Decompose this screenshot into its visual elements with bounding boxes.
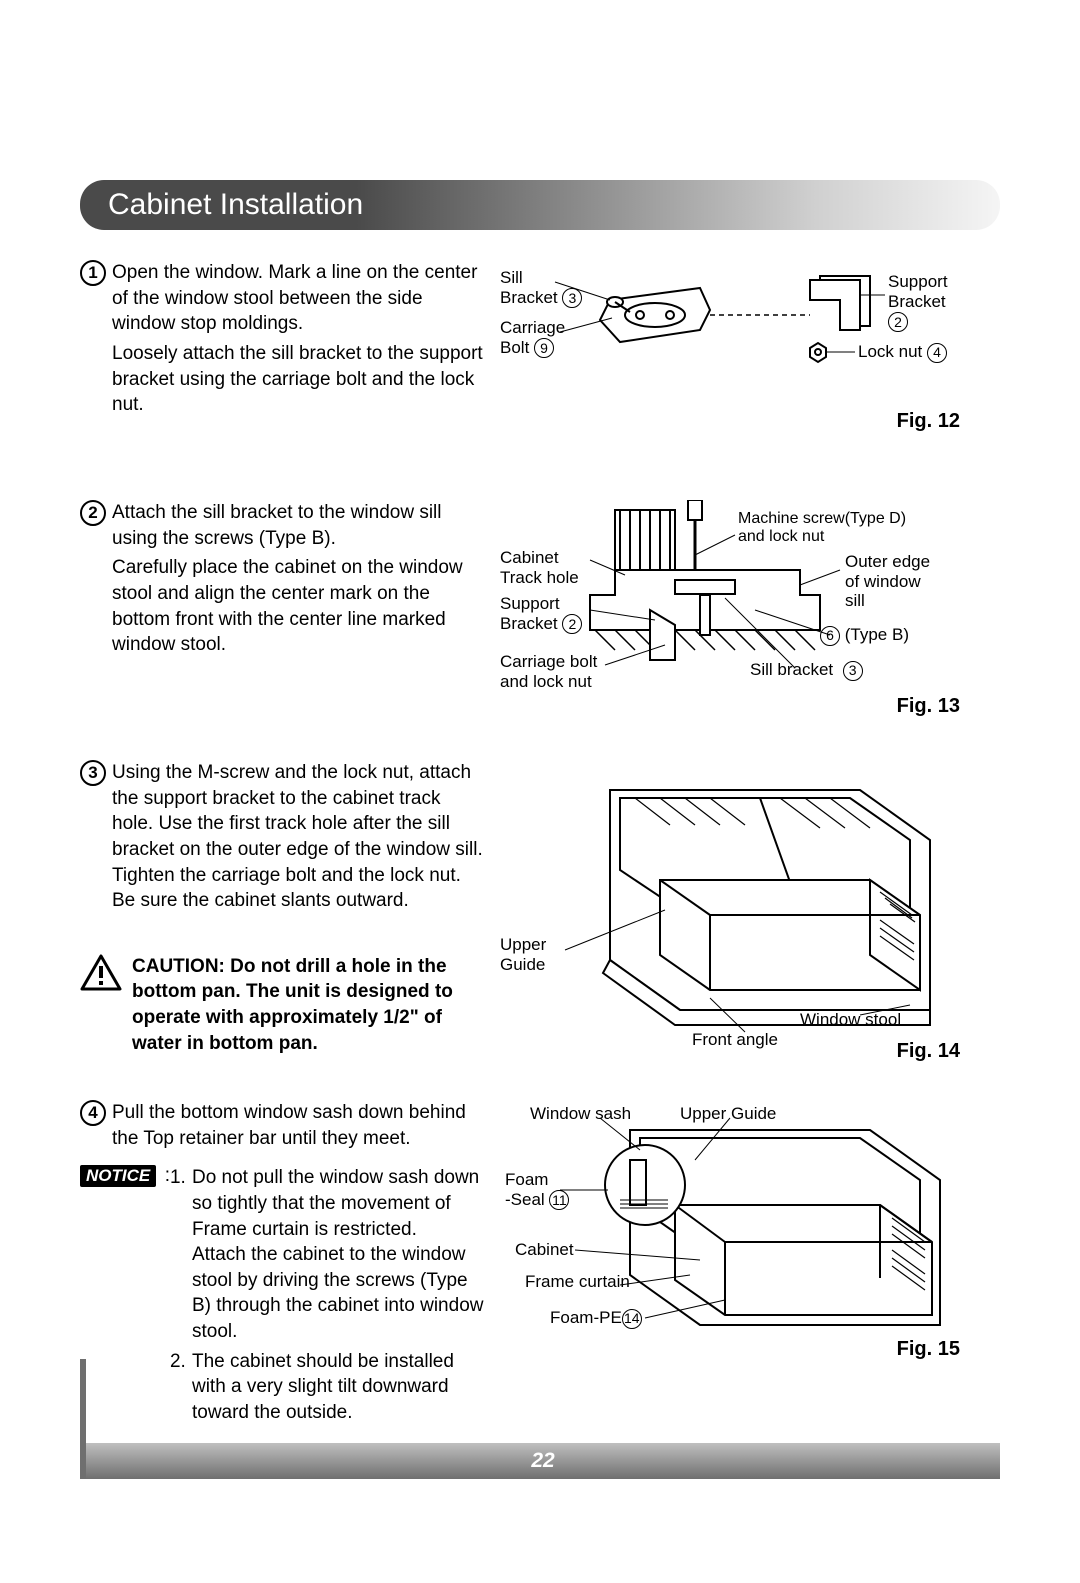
fig12-bolt9-num: 9 [534, 338, 554, 358]
notice-1-num: 1. [170, 1165, 192, 1344]
fig14-window-stool: Window stool [800, 1010, 901, 1030]
fig-15-diagram: Window sash Upper Guide Foam -Seal 11 Ca… [500, 1100, 960, 1360]
fig12-bracket2-text: Bracket [888, 292, 946, 311]
step-2-para-1: Attach the sill bracket to the window si… [112, 500, 485, 551]
fig13-type-b-num: 6 [820, 626, 840, 646]
section-header-bar: Cabinet Installation [80, 180, 1000, 230]
notice-2-num: 2. [170, 1349, 192, 1426]
page-number: 22 [531, 1449, 554, 1473]
notice-items: 1. Do not pull the window sash down so t… [170, 1165, 485, 1425]
step-2-row: 2 Attach the sill bracket to the window … [80, 500, 1000, 750]
fig12-label-sill: Sill Bracket 3 [500, 268, 582, 308]
notice-badge: NOTICE [80, 1165, 156, 1187]
fig15-foam-pe-text: Foam-PE [550, 1308, 622, 1327]
fig13-sill-bracket: Sill bracket 3 [750, 660, 863, 681]
fig-12-caption: Fig. 12 [897, 410, 960, 433]
step-1-row: 1 Open the window. Mark a line on the ce… [80, 260, 1000, 490]
step-1-marker: 1 [80, 260, 106, 286]
fig15-foam-seal-text: Foam -Seal [505, 1170, 548, 1209]
fig12-locknut-num: 4 [927, 343, 947, 363]
fig-13-caption: Fig. 13 [897, 695, 960, 718]
fig15-foam-seal-num: 11 [549, 1190, 569, 1210]
fig12-carriage-text: Carriage [500, 318, 565, 337]
fig15-foam-seal: Foam -Seal 11 [505, 1170, 569, 1210]
fig13-sill-bracket-num: 3 [843, 661, 863, 681]
fig13-type-b-text: (Type B) [845, 625, 909, 644]
fig12-label-support: Support Bracket 2 [888, 272, 960, 332]
fig12-locknut-text: Lock nut [858, 342, 922, 361]
fig13-cab-track: Cabinet Track hole [500, 548, 579, 587]
fig14-upper-guide: Upper Guide [500, 935, 546, 974]
fig12-support-text: Support [888, 272, 948, 291]
fig12-bolt9-text: Bolt [500, 338, 529, 357]
fig14-front-angle: Front angle [692, 1030, 778, 1050]
fig12-bracket2-num: 2 [888, 312, 908, 332]
step-1-para-1: Open the window. Mark a line on the cent… [112, 260, 485, 337]
fig13-sill-bracket-text: Sill bracket [750, 660, 833, 679]
fig13-machine-screw: Machine screw(Type D) and lock nut [738, 510, 906, 547]
fig-13-area: Cabinet Track hole Support Bracket 2 Car… [500, 500, 960, 710]
fig-12-area: Sill Bracket 3 Carriage Bolt 9 Support B… [500, 260, 960, 410]
notice-1-text: Do not pull the window sash down so tigh… [192, 1165, 485, 1344]
fig15-window-sash: Window sash [530, 1104, 631, 1124]
caution-row: CAUTION: Do not drill a hole in the bott… [80, 954, 485, 1057]
fig-14-diagram: Upper Guide Window stool Front angle [500, 780, 960, 1050]
fig-12-diagram: Sill Bracket 3 Carriage Bolt 9 Support B… [500, 260, 960, 410]
fig-15-area: Window sash Upper Guide Foam -Seal 11 Ca… [500, 1100, 960, 1360]
fig15-foam-pe: Foam-PE14 [550, 1308, 642, 1329]
step-3-para-1: Using the M-screw and the lock nut, atta… [112, 760, 485, 914]
step-3-row: 3 Using the M-screw and the lock nut, at… [80, 760, 1000, 1090]
fig12-label-locknut: Lock nut 4 [858, 342, 947, 363]
fig-13-diagram: Cabinet Track hole Support Bracket 2 Car… [500, 500, 960, 710]
step-3-body: Using the M-screw and the lock nut, atta… [112, 760, 485, 918]
step-2-left: 2 Attach the sill bracket to the window … [80, 500, 500, 662]
fig12-bracket3-text: Bracket [500, 288, 558, 307]
step-4-left: 4 Pull the bottom window sash down behin… [80, 1100, 500, 1426]
step-4-para-1: Pull the bottom window sash down behind … [112, 1100, 485, 1151]
fig13-support-bracket-text: Support Bracket [500, 594, 560, 633]
fig-14-caption: Fig. 14 [897, 1040, 960, 1063]
fig12-sill-text: Sill [500, 268, 523, 287]
notice-2-text: The cabinet should be installed with a v… [192, 1349, 485, 1426]
step-4-row: 4 Pull the bottom window sash down behin… [80, 1100, 1000, 1426]
fig12-label-carriage: Carriage Bolt 9 [500, 318, 565, 358]
fig12-bracket3-num: 3 [562, 288, 582, 308]
page: Cabinet Installation 1 Open the window. … [0, 0, 1080, 1583]
fig-14-area: Upper Guide Window stool Front angle Fig… [500, 760, 960, 1050]
step-2-para-2: Carefully place the cabinet on the windo… [112, 555, 485, 658]
footer-bar: 22 [86, 1443, 1000, 1479]
fig13-outer-edge: Outer edge of window sill [845, 552, 930, 611]
step-3-left: 3 Using the M-screw and the lock nut, at… [80, 760, 500, 1056]
step-2-body: Attach the sill bracket to the window si… [112, 500, 485, 662]
fig-15-caption: Fig. 15 [897, 1338, 960, 1361]
fig15-upper-guide: Upper Guide [680, 1104, 776, 1124]
fig13-type-b: 6 (Type B) [820, 625, 909, 646]
notice-row: NOTICE : 1. Do not pull the window sash … [80, 1165, 485, 1425]
content-area: 1 Open the window. Mark a line on the ce… [80, 260, 1000, 1426]
step-2-marker: 2 [80, 500, 106, 526]
step-4-marker: 4 [80, 1100, 106, 1126]
fig13-support-bracket: Support Bracket 2 [500, 594, 582, 634]
fig15-foam-pe-num: 14 [622, 1309, 642, 1329]
step-1-body: Open the window. Mark a line on the cent… [112, 260, 485, 422]
warning-icon [80, 954, 122, 992]
step-1-para-2: Loosely attach the sill bracket to the s… [112, 341, 485, 418]
fig13-carriage-bolt: Carriage bolt and lock nut [500, 652, 597, 691]
step-3-marker: 3 [80, 760, 106, 786]
fig15-frame-curtain: Frame curtain [525, 1272, 630, 1292]
section-title: Cabinet Installation [108, 188, 363, 222]
fig15-cabinet: Cabinet [515, 1240, 574, 1260]
step-1-left: 1 Open the window. Mark a line on the ce… [80, 260, 500, 422]
fig13-support-bracket-num: 2 [562, 614, 582, 634]
step-4-body: Pull the bottom window sash down behind … [112, 1100, 485, 1155]
caution-text: CAUTION: Do not drill a hole in the bott… [132, 954, 485, 1057]
